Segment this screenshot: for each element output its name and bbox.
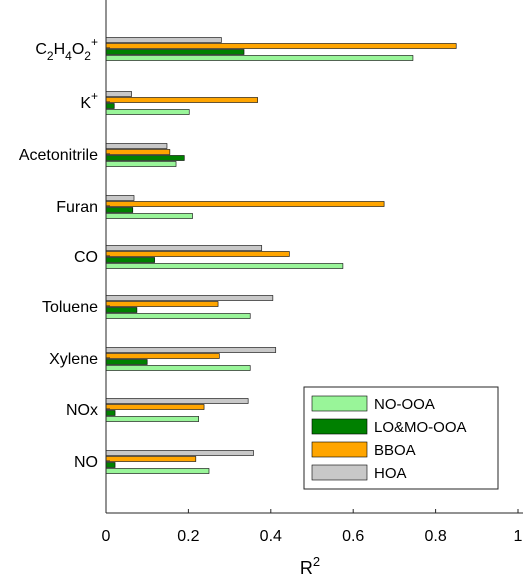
y-tick-label-furan: Furan (56, 199, 98, 216)
legend-label-lo-mo-ooa: LO&MO-OOA (374, 419, 467, 436)
bar-hoa-furan (105, 195, 135, 201)
bar-lo-mo-ooa-co (105, 257, 155, 263)
bar-hoa-k (105, 91, 132, 97)
y-tick-label-nox: NOx (66, 402, 98, 419)
bar-bboa-no (105, 456, 197, 462)
bar-lo-mo-ooa-furan (105, 207, 134, 213)
bar-lo-mo-ooa-nox (105, 410, 116, 416)
bar-lo-mo-ooa-acetonitrile (105, 155, 185, 161)
legend-label-no-ooa: NO-OOA (374, 396, 435, 413)
bar-lo-mo-ooa-c2h4o2 (105, 49, 245, 55)
bar-lo-mo-ooa-k (105, 103, 115, 109)
y-tick-label-toluene: Toluene (42, 299, 98, 316)
y-tick-label-co: CO (74, 249, 98, 266)
bar-no-ooa-no (105, 468, 210, 474)
bar-bboa-co (105, 251, 290, 257)
x-axis-label: R2 (300, 554, 320, 577)
bar-hoa-nox (105, 398, 249, 404)
bar-bboa-nox (105, 404, 205, 410)
bar-lo-mo-ooa-xylene (105, 359, 148, 365)
bar-bboa-furan (105, 201, 385, 207)
x-tick-label: 0.4 (260, 528, 282, 545)
legend-swatch-hoa (311, 464, 368, 481)
bar-no-ooa-k (105, 109, 190, 115)
bar-hoa-no (105, 450, 254, 456)
x-tick-label: 0.8 (424, 528, 446, 545)
y-tick-labels: C2H4O2+ K+ Acetonitrile Furan CO Toluene Xylen… (19, 35, 110, 471)
y-tick-label-acetonitrile: Acetonitrile (19, 147, 98, 164)
y-tick-label-c2h4o2: C2H4O2+ (35, 35, 98, 63)
bar-bboa-k (105, 97, 258, 103)
legend-swatch-bboa (311, 441, 368, 458)
x-tick-label: 0.2 (177, 528, 199, 545)
x-tick-label: 1 (514, 528, 523, 545)
bar-lo-mo-ooa-toluene (105, 307, 138, 313)
bar-no-ooa-furan (105, 213, 193, 219)
bar-no-ooa-acetonitrile (105, 161, 177, 167)
legend-swatch-lo-mo-ooa (311, 418, 368, 435)
x-tick-labels: 0 0.2 0.4 0.6 0.8 1 (102, 509, 523, 545)
legend: NO-OOA LO&MO-OOA BBOA HOA (303, 386, 499, 490)
bar-hoa-xylene (105, 347, 277, 353)
x-tick-label: 0.6 (342, 528, 364, 545)
legend-swatch-no-ooa (311, 395, 368, 412)
x-tick-label: 0 (102, 528, 111, 545)
bar-bboa-c2h4o2 (105, 43, 457, 49)
bar-hoa-co (105, 245, 263, 251)
bar-hoa-c2h4o2 (105, 37, 222, 43)
legend-label-hoa: HOA (374, 465, 407, 482)
bar-hoa-acetonitrile (105, 143, 168, 149)
bar-no-ooa-co (105, 263, 344, 269)
bar-no-ooa-xylene (105, 365, 251, 371)
bar-bboa-toluene (105, 301, 219, 307)
bar-no-ooa-toluene (105, 313, 251, 319)
y-tick-label-k: K+ (80, 89, 98, 112)
bars-layer (105, 37, 457, 474)
x-axis-title: R2 (300, 554, 320, 577)
y-tick-label-no: NO (74, 454, 98, 471)
legend-label-bboa: BBOA (374, 442, 416, 459)
bar-no-ooa-c2h4o2 (105, 55, 414, 61)
y-tick-label-xylene: Xylene (49, 351, 98, 368)
bar-bboa-acetonitrile (105, 149, 171, 155)
bar-bboa-xylene (105, 353, 220, 359)
bar-no-ooa-nox (105, 416, 199, 422)
bar-lo-mo-ooa-no (105, 462, 116, 468)
bar-hoa-toluene (105, 295, 274, 301)
